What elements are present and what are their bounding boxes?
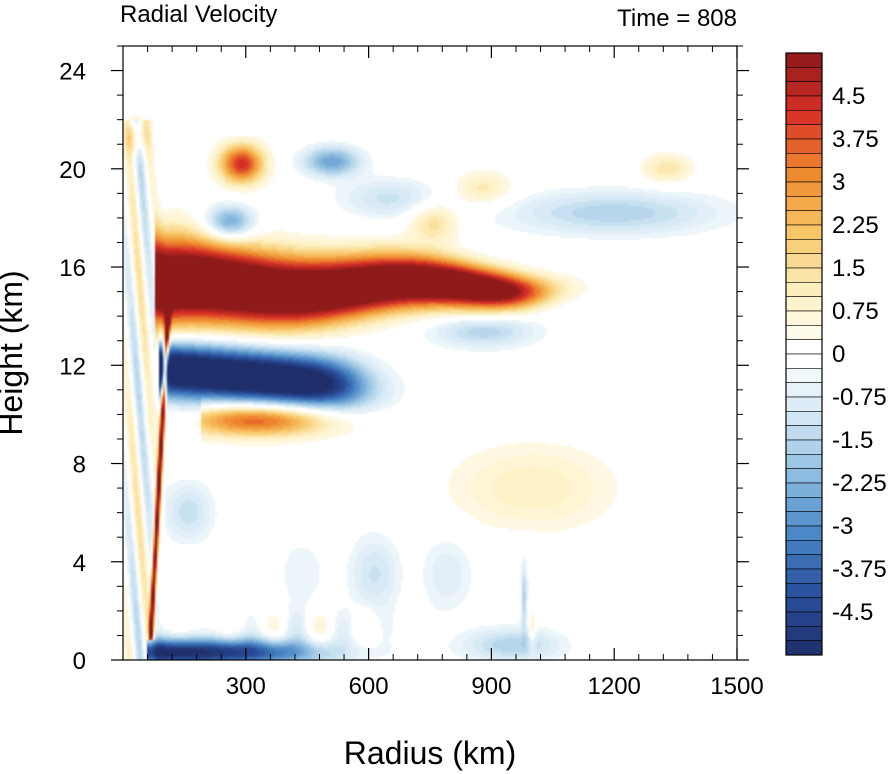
- colorbar-box: [785, 454, 823, 469]
- x-tick-label: 900: [471, 673, 511, 700]
- colorbar-box: [785, 138, 823, 154]
- time-label: Time = 808: [617, 5, 737, 32]
- x-tick-label: 300: [226, 673, 266, 700]
- colorbar-tick-label: 0.75: [832, 298, 879, 325]
- colorbar-box: [785, 124, 823, 140]
- colorbar-box: [785, 568, 823, 584]
- x-tick-label: 1200: [588, 673, 641, 700]
- y-tick-label: 20: [59, 157, 86, 184]
- colorbar-box: [785, 353, 823, 369]
- colorbar-tick-label: 0: [832, 341, 845, 368]
- colorbar-box: [785, 411, 823, 426]
- colorbar-box: [785, 67, 823, 82]
- colorbar-box: [785, 425, 823, 441]
- colorbar-box: [785, 368, 823, 383]
- y-axis-label: Height (km): [0, 270, 29, 435]
- colorbar-box: [785, 81, 823, 97]
- colorbar-box: [785, 597, 823, 613]
- colorbar-tick-label: 2.25: [832, 212, 879, 239]
- y-tick-label: 12: [59, 353, 86, 380]
- colorbar-box: [785, 640, 823, 656]
- colorbar-tick-label: -3.75: [832, 556, 887, 583]
- colorbar-box: [785, 339, 823, 355]
- colorbar-box: [785, 626, 823, 641]
- colorbar-box: [785, 382, 823, 398]
- colorbar-box: [785, 482, 823, 498]
- y-axis: 0 4 8 12 16 20 24: [59, 45, 749, 675]
- colorbar-tick-label: -3: [832, 513, 853, 540]
- colorbar-tick-label: 3.75: [832, 126, 879, 153]
- y-tick-label: 16: [59, 255, 86, 282]
- colorbar-box: [785, 224, 823, 240]
- x-tick-label: 1500: [710, 673, 763, 700]
- plot-frame: [122, 45, 738, 661]
- colorbar-box: [785, 110, 823, 125]
- y-tick-label: 4: [73, 550, 86, 577]
- colorbar-box: [785, 296, 823, 312]
- colorbar-box: [785, 181, 823, 197]
- colorbar-box: [785, 468, 823, 484]
- colorbar-box: [785, 511, 823, 527]
- colorbar-box: [785, 525, 823, 541]
- colorbar: 4.5 3.75 3 2.25 1.5 0.75 0 -0.75 -1.5 -2.25 -3 -3.7…: [785, 52, 887, 656]
- colorbar-box: [785, 153, 823, 168]
- colorbar-box: [785, 310, 823, 326]
- heatmap-raster: [123, 46, 737, 660]
- colorbar-box: [785, 396, 823, 412]
- x-tick-label: 600: [349, 673, 389, 700]
- colorbar-box: [785, 497, 823, 512]
- colorbar-box: [785, 282, 823, 297]
- colorbar-box: [785, 253, 823, 269]
- colorbar-box: [785, 540, 823, 555]
- colorbar-tick-label: 4.5: [832, 83, 865, 110]
- colorbar-box: [785, 583, 823, 598]
- colorbar-tick-label: -1.5: [832, 427, 873, 454]
- colorbar-box: [785, 95, 823, 111]
- colorbar-box: [785, 239, 823, 254]
- colorbar-tick-label: -0.75: [832, 384, 887, 411]
- colorbar-box: [785, 167, 823, 183]
- colorbar-box: [785, 611, 823, 627]
- colorbar-tick-label: -4.5: [832, 599, 873, 626]
- colorbar-tick-label: -2.25: [832, 470, 887, 497]
- colorbar-tick-label: 3: [832, 169, 845, 196]
- x-axis: 300 600 900 1200 1500: [147, 46, 764, 700]
- y-tick-label: 8: [73, 452, 86, 479]
- colorbar-box: [785, 439, 823, 455]
- colorbar-box: [785, 267, 823, 283]
- x-axis-label: Radius (km): [344, 735, 516, 771]
- colorbar-box: [785, 210, 823, 226]
- colorbar-box: [785, 325, 823, 340]
- colorbar-frame: [785, 52, 823, 656]
- chart-title: Radial Velocity: [120, 1, 277, 28]
- heatmap-field: [123, 46, 737, 660]
- y-tick-label: 0: [73, 648, 86, 675]
- colorbar-tick-label: 1.5: [832, 255, 865, 282]
- y-tick-label: 24: [59, 59, 86, 86]
- colorbar-box: [785, 196, 823, 211]
- colorbar-box: [785, 52, 823, 68]
- colorbar-box: [785, 554, 823, 570]
